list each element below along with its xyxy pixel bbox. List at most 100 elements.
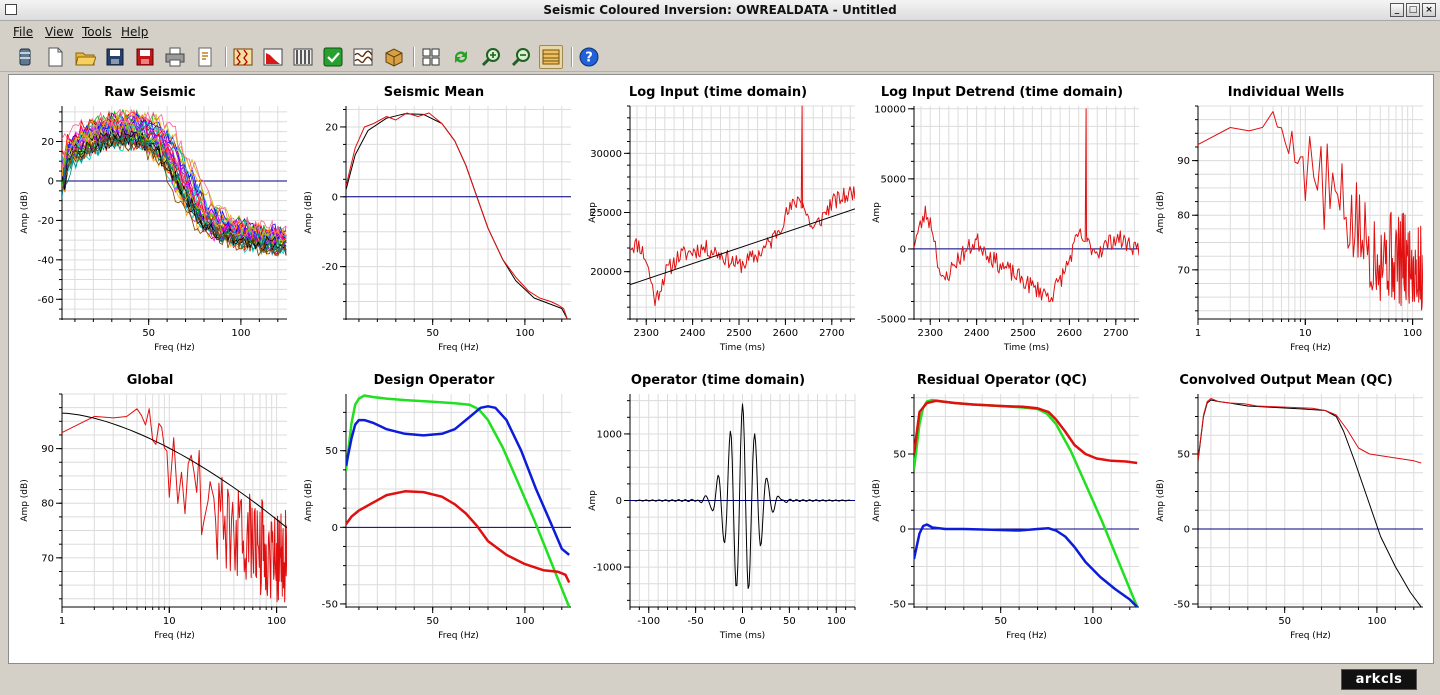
y-tick-label: 80 <box>1177 211 1190 222</box>
x-axis-label: Freq (Hz) <box>438 343 479 353</box>
y-tick-label: 10000 <box>874 104 906 115</box>
new-file-button[interactable] <box>43 45 67 69</box>
maximize-button[interactable]: □ <box>1406 3 1420 17</box>
y-tick-label: 50 <box>325 446 338 457</box>
x-axis-label: Time (ms) <box>719 343 765 353</box>
chart-title: Raw Seismic <box>104 85 196 100</box>
y-axis-label: Amp (dB) <box>304 479 314 521</box>
y-axis-label: Amp (dB) <box>20 479 30 521</box>
zoom-out-icon <box>511 48 530 67</box>
open-folder-icon <box>75 52 96 66</box>
y-tick-label: 0 <box>48 176 54 187</box>
menu-help[interactable]: Help <box>121 25 149 39</box>
x-tick-label: -100 <box>637 616 660 627</box>
svg-text:?: ? <box>585 51 593 66</box>
volume-cube-button[interactable] <box>381 45 405 69</box>
plot-residual-operator[interactable]: 50 100 50 0 -50 Freq (Hz) Amp (dB) Residual Ope… <box>861 373 1143 657</box>
y-tick-label: 5000 <box>881 174 906 185</box>
plot-lines <box>1198 398 1423 607</box>
checkmark-icon <box>323 47 343 67</box>
y-tick-label: -50 <box>890 600 906 611</box>
zoom-in-icon <box>481 48 500 67</box>
save-button[interactable] <box>103 45 127 69</box>
series-blue-line <box>914 523 1139 607</box>
y-tick-label: -20 <box>322 262 338 273</box>
tick-labels: -100 -50 0 50 100 1000 0 -1000 <box>593 429 846 627</box>
plot-global[interactable]: 1 10 100 90 80 70 Freq (Hz) Amp (dB) Global <box>9 373 291 657</box>
close-button[interactable]: × <box>1422 3 1436 17</box>
series-green-line <box>346 394 571 607</box>
chart-operator-time: -100 -50 0 50 100 1000 0 -1000 Time (ms) Amp <box>588 394 856 641</box>
refresh-button[interactable] <box>449 45 473 69</box>
chart-title: Design Operator <box>373 373 495 388</box>
plot-lines <box>630 403 855 589</box>
log-tracks-icon <box>233 48 253 66</box>
chart-design-operator: 50 100 50 0 -50 Freq (Hz) Amp (dB) <box>304 394 571 641</box>
chart-seismic-mean: 50 100 20 0 -20 Freq (Hz) Amp (dB) <box>304 106 571 353</box>
layers-button[interactable] <box>539 45 563 69</box>
plot-design-operator[interactable]: 50 100 50 0 -50 Freq (Hz) Amp (dB) Design Opera… <box>293 373 575 657</box>
y-axis-label: Amp (dB) <box>872 479 882 521</box>
print-button[interactable] <box>163 45 187 69</box>
menu-view[interactable]: View <box>45 25 74 39</box>
x-tick-label: 50 <box>142 328 155 339</box>
help-button[interactable]: ? <box>577 45 601 69</box>
database-button[interactable] <box>13 45 37 69</box>
chart-log-input: 2300 2400 2500 2600 2700 30000 25000 20000 Time … <box>588 105 855 353</box>
y-tick-label: -20 <box>38 216 54 227</box>
zoom-out-button[interactable] <box>509 45 533 69</box>
grid <box>914 106 1139 320</box>
plot-convolved-output[interactable]: 50 100 50 0 -50 Freq (Hz) Amp (dB) Convolved Ou… <box>1145 373 1427 657</box>
plot-lines <box>1198 111 1423 311</box>
x-tick-label: 0 <box>739 616 745 627</box>
window-icon[interactable] <box>5 4 17 15</box>
operator-button[interactable] <box>351 45 375 69</box>
checkmark-button[interactable] <box>321 45 345 69</box>
spectrum-icon <box>263 48 283 66</box>
minimize-button[interactable]: _ <box>1390 3 1404 17</box>
chart-convolved-output: 50 100 50 0 -50 Freq (Hz) Amp (dB) <box>1156 394 1423 641</box>
x-tick-label: 2500 <box>726 328 751 339</box>
spectrum-button[interactable] <box>261 45 285 69</box>
plot-log-detrend[interactable]: 2300 2400 2500 2600 2700 10000 5000 0 -5000 Time … <box>861 85 1143 369</box>
plot-seismic-mean[interactable]: 50 100 20 0 -20 Freq (Hz) Amp (dB) Seismic Mean <box>293 85 575 369</box>
plot-individual-wells[interactable]: 1 10 100 90 80 70 Freq (Hz) Amp (dB) Individual … <box>1145 85 1427 369</box>
plot-operator-time[interactable]: -100 -50 0 50 100 1000 0 -1000 Time (ms) Amp Opera… <box>577 373 859 657</box>
save-as-button[interactable] <box>133 45 157 69</box>
plot-lines <box>62 408 287 603</box>
chart-title: Log Input (time domain) <box>628 85 808 100</box>
series-red-line <box>346 490 571 584</box>
grid <box>1198 394 1423 607</box>
plot-area: 50 100 20 0 -20 -40 -60 Freq (Hz) Amp (dB) Raw Se… <box>8 74 1434 664</box>
x-tick-label: -50 <box>687 616 703 627</box>
x-tick-label: 100 <box>1367 616 1386 627</box>
window-title: Seismic Coloured Inversion: OWREALDATA -… <box>543 3 897 17</box>
arkcls-logo: arkcls <box>1341 669 1417 690</box>
axes <box>1192 394 1423 613</box>
chart-title: Log Input Detrend (time domain) <box>880 85 1124 100</box>
menu-file[interactable]: File <box>13 25 34 39</box>
well-logs-button[interactable] <box>291 45 315 69</box>
chart-log-detrend: 2300 2400 2500 2600 2700 10000 5000 0 -5000 Time … <box>872 104 1139 353</box>
open-folder-button[interactable] <box>73 45 97 69</box>
x-tick-label: 2600 <box>773 328 798 339</box>
zoom-in-button[interactable] <box>479 45 503 69</box>
plot-log-input[interactable]: 2300 2400 2500 2600 2700 30000 25000 20000 Time … <box>577 85 859 369</box>
save-icon <box>106 48 124 66</box>
grid <box>630 105 855 320</box>
menu-tools[interactable]: Tools <box>82 25 112 39</box>
new-file-icon <box>48 47 63 67</box>
y-tick-label: 90 <box>41 444 54 455</box>
series-red-line <box>1198 398 1422 464</box>
x-axis-label: Freq (Hz) <box>154 631 195 641</box>
x-tick-label: 10 <box>1299 328 1312 339</box>
report-button[interactable] <box>193 45 217 69</box>
y-axis-label: Amp <box>872 202 882 223</box>
y-tick-label: -60 <box>38 295 54 306</box>
y-tick-label: 20 <box>41 137 54 148</box>
log-tracks-button[interactable] <box>231 45 255 69</box>
grid-layout-button[interactable] <box>419 45 443 69</box>
plot-raw-seismic[interactable]: 50 100 20 0 -20 -40 -60 Freq (Hz) Amp (dB) Raw Se… <box>9 85 291 369</box>
